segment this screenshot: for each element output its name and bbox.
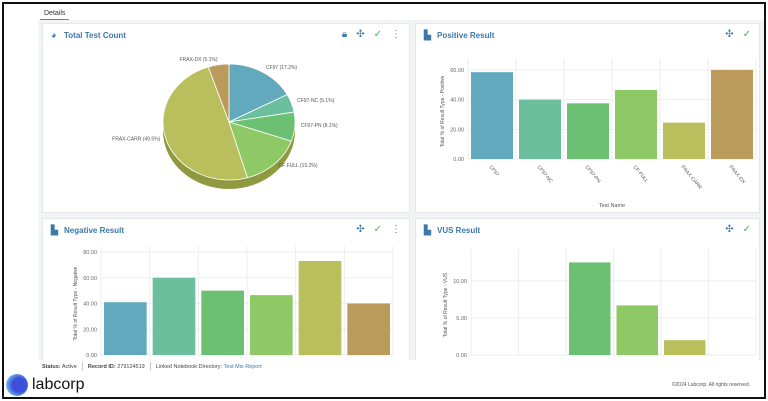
y-tick-label: 0.00 — [456, 353, 467, 359]
y-tick-label: 20.00 — [83, 327, 97, 333]
panel-title: Positive Result — [437, 31, 495, 40]
y-tick-label: 20.00 — [450, 127, 464, 133]
y-tick-label: 40.00 — [83, 302, 97, 308]
dashboard: ◕ Total Test Count 🔒︎ ✣ ✓ ⋮ CF97 (17.2%) CF97… — [38, 20, 764, 360]
status-bar: Status: Active Record ID: 279124519 Link… — [42, 362, 262, 371]
pie-label: CF97 (17.2%) — [266, 65, 297, 71]
panel-positive-result: ▙ Positive Result ✣ ✓ 0.00 20.00 40.00 60.00 T… — [415, 23, 760, 213]
move-icon[interactable]: ✣ — [356, 29, 365, 40]
y-tick-label: 0.00 — [86, 353, 97, 359]
bar — [664, 340, 706, 355]
linked-notebook-label: Linked Notebook Directory: — [155, 364, 223, 370]
bar — [250, 295, 293, 355]
pie-label: CF97-PN (8.1%) — [301, 123, 338, 129]
panel-title: VUS Result — [437, 226, 481, 235]
pie-label: FRAX-CARR (49.5%) — [112, 136, 160, 142]
bar — [615, 89, 657, 159]
y-tick-label: 60.00 — [450, 68, 464, 74]
panel-title: Negative Result — [64, 226, 125, 235]
x-tick-label: CF97-NC — [535, 164, 553, 184]
move-icon[interactable]: ✣ — [725, 224, 734, 235]
x-tick-label: CF97 — [487, 164, 500, 177]
pie-chart-icon: ◕ — [51, 30, 57, 40]
pie-label: CF97-NC (5.1%) — [297, 98, 335, 104]
panel-negative-result: ▙ Negative Result ✣ ✓ ⋮ 0.00 20.00 40.00 60.00… — [42, 218, 410, 360]
bar — [347, 303, 390, 355]
bar — [298, 261, 342, 355]
pie-slice — [228, 63, 288, 123]
bar-chart-icon: ▙ — [424, 30, 431, 40]
panel-title: Total Test Count — [64, 31, 126, 40]
y-axis-label: Total % of Result Type - Positive — [440, 75, 446, 147]
logo-mark — [6, 374, 28, 396]
x-axis-label: Test Name — [599, 203, 625, 209]
pie-slice — [207, 63, 230, 123]
pie-label: CF FULL (15.2%) — [279, 163, 318, 169]
status-value: Active — [61, 364, 77, 370]
y-tick-label: 40.00 — [450, 98, 464, 104]
labcorp-logo: labcorp — [6, 374, 84, 396]
panel-total-test-count: ◕ Total Test Count 🔒︎ ✣ ✓ ⋮ CF97 (17.2%) CF97… — [42, 23, 410, 213]
linked-notebook-link[interactable]: Test Mix Report — [223, 364, 262, 370]
move-icon[interactable]: ✣ — [356, 224, 365, 235]
pie-label: FRAX-DX (5.1%) — [179, 57, 217, 63]
status-label: Status: — [42, 364, 61, 370]
y-tick-label: 60.00 — [83, 276, 97, 282]
bar — [663, 122, 705, 159]
x-tick-label: CF97-PN — [583, 164, 601, 184]
bar — [569, 262, 611, 355]
bar — [471, 72, 513, 159]
check-icon[interactable]: ✓ — [742, 224, 751, 235]
vus-bar-chart: 0.00 5.00 10.00 Total % of Result Type - VU… — [443, 249, 757, 359]
positive-bar-chart: 0.00 20.00 40.00 60.00 Total % of Result Typ… — [440, 58, 757, 209]
y-axis-label: Total % of Result Type - Negative — [73, 266, 79, 340]
check-icon[interactable]: ✓ — [373, 29, 382, 40]
logo-text: labcorp — [32, 376, 85, 393]
negative-bar-chart: 0.00 20.00 40.00 60.00 80.00 Total % of Resul… — [73, 246, 394, 359]
move-icon[interactable]: ✣ — [725, 29, 734, 40]
pie-slice — [228, 121, 292, 179]
lock-icon[interactable]: 🔒︎ — [341, 29, 348, 40]
more-icon[interactable]: ⋮ — [391, 224, 401, 235]
pie-chart: CF97 (17.2%) CF97-NC (5.1%) CF97-PN (8.1%)… — [112, 57, 338, 189]
bar-chart-icon: ▙ — [424, 225, 431, 235]
pie-slice — [162, 66, 248, 181]
bar — [152, 277, 196, 355]
y-tick-label: 0.00 — [453, 157, 464, 163]
record-id-label: Record ID: — [87, 364, 116, 370]
record-id-value: 279124519 — [117, 364, 145, 370]
bar-chart-icon: ▙ — [51, 225, 58, 235]
copyright: ©2024 Labcorp. All rights reserved. — [671, 382, 750, 388]
bar — [519, 99, 561, 159]
check-icon[interactable]: ✓ — [742, 29, 751, 40]
bar — [104, 302, 147, 355]
x-tick-label: FRAX-CARR — [679, 164, 703, 190]
check-icon[interactable]: ✓ — [373, 224, 382, 235]
bar — [567, 103, 609, 159]
y-tick-label: 5.00 — [456, 316, 467, 322]
bar — [616, 305, 658, 355]
y-axis-label: Total % of Result Type - VUS — [443, 272, 449, 337]
panel-vus-result: ▙ VUS Result ✣ ✓ 0.00 5.00 10.00 Total % of R… — [415, 218, 760, 360]
y-tick-label: 10.00 — [453, 279, 467, 285]
x-tick-label: FRAX-DX — [727, 164, 746, 185]
x-tick-label: CF-FULL — [631, 164, 649, 184]
bar — [201, 290, 244, 355]
y-tick-label: 80.00 — [83, 250, 97, 256]
more-icon[interactable]: ⋮ — [391, 29, 401, 40]
bar — [711, 69, 753, 159]
